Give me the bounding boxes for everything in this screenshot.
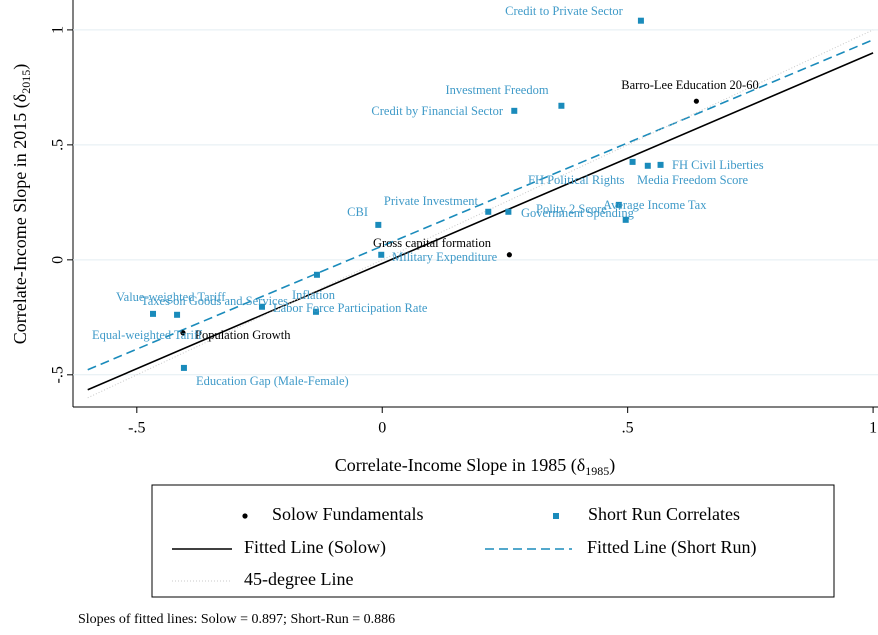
point-label: Government Spending <box>521 206 635 220</box>
point <box>693 98 699 104</box>
point-label: FH Civil Liberties <box>672 158 764 172</box>
legend-label: Short Run Correlates <box>588 504 740 524</box>
point-label: Average Income Tax <box>603 198 707 212</box>
point <box>622 216 629 223</box>
point <box>629 158 636 165</box>
point <box>174 311 181 318</box>
point-label: Inflation <box>292 288 336 302</box>
fit-line <box>87 52 874 391</box>
legend-marker <box>553 513 559 519</box>
legend-label: Fitted Line (Solow) <box>244 537 386 558</box>
point <box>506 252 512 258</box>
point <box>615 201 622 208</box>
point <box>312 308 319 315</box>
point-label: FH Political Rights <box>528 173 625 187</box>
x-tick-label: 1 <box>869 420 877 437</box>
fit-line <box>87 39 874 371</box>
point <box>637 17 644 24</box>
y-tick-label: -.5 <box>50 366 67 383</box>
x-axis-title: Correlate-Income Slope in 1985 (δ1985) <box>335 455 615 478</box>
y-axis-title: Correlate-Income Slope in 2015 (δ2015) <box>10 64 33 344</box>
x-tick-label: 0 <box>378 420 386 437</box>
point <box>657 161 664 168</box>
point-label: Credit to Private Sector <box>505 4 624 18</box>
point <box>378 251 385 258</box>
point-label: Education Gap (Male-Female) <box>196 374 349 388</box>
point-label: Value-weighted Tariff <box>116 290 226 304</box>
point-label: Military Expenditure <box>392 250 498 264</box>
point-label: Equal-weighted Tariff <box>92 328 203 342</box>
point-label: Private Investment <box>384 194 479 208</box>
y-tick-label: 0 <box>50 256 67 264</box>
point <box>313 271 320 278</box>
point <box>180 330 186 336</box>
point <box>511 107 518 114</box>
point-label: Labor Force Participation Rate <box>273 301 428 315</box>
point <box>644 162 651 169</box>
point-label: Gross capital formation <box>373 236 492 250</box>
x-tick-label: .5 <box>622 420 634 437</box>
legend-label: 45-degree Line <box>244 569 353 589</box>
point <box>258 303 265 310</box>
fit-line <box>87 29 874 399</box>
point <box>180 364 187 371</box>
point-label: CBI <box>347 205 368 219</box>
legend-label: Solow Fundamentals <box>272 504 424 524</box>
point <box>505 208 512 215</box>
point <box>558 102 565 109</box>
point <box>485 208 492 215</box>
note: Slopes of fitted lines: Solow = 0.897; S… <box>78 612 395 627</box>
point <box>375 221 382 228</box>
point-label: Barro-Lee Education 20-60 <box>621 78 758 92</box>
point-label: Taxes on Goods and Services <box>141 294 288 308</box>
y-tick-label: .5 <box>50 139 67 151</box>
x-tick-label: -.5 <box>128 420 145 437</box>
point <box>150 310 157 317</box>
point-label: Polity 2 Score <box>536 202 607 216</box>
legend-label: Fitted Line (Short Run) <box>587 537 757 558</box>
legend-box <box>151 484 835 598</box>
y-tick-label: 1 <box>50 26 67 34</box>
point-label: Credit by Financial Sector <box>371 104 503 118</box>
point-label: Investment Freedom <box>445 83 548 97</box>
legend-marker <box>242 513 248 519</box>
point-label: Population Growth <box>195 328 291 342</box>
point-label: Media Freedom Score <box>637 173 749 187</box>
